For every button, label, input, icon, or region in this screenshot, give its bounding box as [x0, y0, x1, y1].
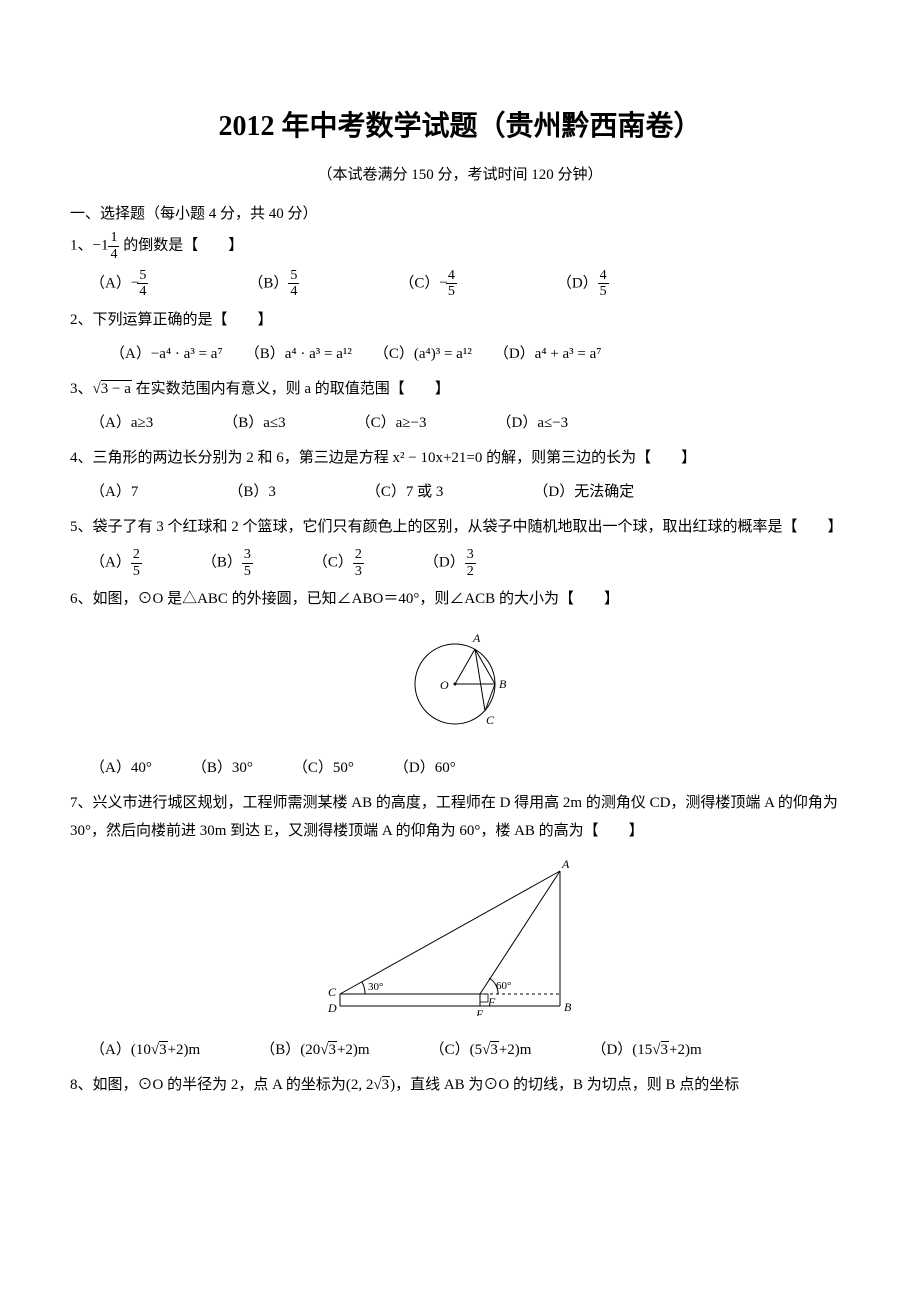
- q4-stem: 4、三角形的两边长分别为 2 和 6，第三边是方程 x² − 10x+21=0 …: [70, 444, 850, 473]
- q7-opt-c: （C）(53+2)m: [430, 1036, 532, 1065]
- svg-text:D: D: [327, 1001, 337, 1015]
- q6-opt-b: （B）30°: [192, 754, 253, 783]
- q1-stem: 1、−114 的倒数是【 】: [70, 230, 850, 262]
- svg-text:B: B: [564, 1000, 572, 1014]
- q4-opt-a: （A）7: [90, 478, 138, 507]
- q8-stem: 8、如图，⊙O 的半径为 2，点 A 的坐标为(2, 23)，直线 AB 为⊙O…: [70, 1071, 850, 1100]
- q4-opt-d: （D）无法确定: [533, 478, 634, 507]
- svg-text:E: E: [475, 1007, 484, 1016]
- page-title: 2012 年中考数学试题（贵州黔西南卷）: [70, 100, 850, 153]
- q5-opt-b: （B）35: [202, 547, 253, 579]
- q6-stem: 6、如图，⊙O 是△ABC 的外接圆，已知∠ABO＝40°，则∠ACB 的大小为…: [70, 585, 850, 614]
- q2-opt-c: （C）(a⁴)³ = a¹²: [374, 340, 472, 369]
- svg-text:O: O: [440, 678, 449, 692]
- q3-opt-a: （A）a≥3: [90, 409, 153, 438]
- q7-opt-a: （A）(103+2)m: [90, 1036, 200, 1065]
- q3-stem: 3、3 − a 在实数范围内有意义，则 a 的取值范围【 】: [70, 375, 850, 404]
- q2-opt-b: （B）a⁴ · a³ = a¹²: [245, 340, 352, 369]
- q6-figure: O A B C: [70, 624, 850, 745]
- svg-text:C: C: [328, 985, 337, 999]
- q4-opt-c: （C）7 或 3: [366, 478, 444, 507]
- q7-options: （A）(103+2)m （B）(203+2)m （C）(53+2)m （D）(1…: [90, 1036, 850, 1065]
- svg-text:B: B: [499, 677, 507, 691]
- q5-options: （A）25 （B）35 （C）23 （D）32: [90, 547, 850, 579]
- svg-text:F: F: [487, 995, 496, 1009]
- q7-opt-b: （B）(203+2)m: [260, 1036, 369, 1065]
- q4-options: （A）7 （B）3 （C）7 或 3 （D）无法确定: [90, 478, 850, 507]
- q3-opt-c: （C）a≥−3: [356, 409, 427, 438]
- q7-figure: A B C D E F 30° 60°: [70, 856, 850, 1027]
- q7-opt-d: （D）(153+2)m: [591, 1036, 701, 1065]
- q4-opt-b: （B）3: [228, 478, 276, 507]
- q1-opt-a: （A）−54: [90, 268, 148, 300]
- q2-opt-a: （A）−a⁴ · a³ = a⁷: [110, 340, 223, 369]
- q3-opt-d: （D）a≤−3: [497, 409, 569, 438]
- q2-opt-d: （D）a⁴ + a³ = a⁷: [494, 340, 602, 369]
- svg-text:A: A: [472, 631, 481, 645]
- q5-opt-a: （A）25: [90, 547, 142, 579]
- q5-opt-d: （D）32: [424, 547, 476, 579]
- q1-options: （A）−54 （B）54 （C）−45 （D）45: [90, 268, 850, 300]
- svg-text:A: A: [561, 857, 570, 871]
- q3-options: （A）a≥3 （B）a≤3 （C）a≥−3 （D）a≤−3: [90, 409, 850, 438]
- q3-opt-b: （B）a≤3: [223, 409, 285, 438]
- q2-options: （A）−a⁴ · a³ = a⁷ （B）a⁴ · a³ = a¹² （C）(a⁴…: [110, 340, 850, 369]
- q1-opt-d: （D）45: [557, 268, 609, 300]
- q2-stem: 2、下列运算正确的是【 】: [70, 306, 850, 335]
- q6-opt-c: （C）50°: [293, 754, 354, 783]
- q6-options: （A）40° （B）30° （C）50° （D）60°: [90, 754, 850, 783]
- q5-stem: 5、袋子了有 3 个红球和 2 个篮球，它们只有颜色上的区别，从袋子中随机地取出…: [70, 513, 850, 542]
- q7-stem: 7、兴义市进行城区规划，工程师需测某楼 AB 的高度，工程师在 D 得用高 2m…: [70, 789, 850, 846]
- svg-text:30°: 30°: [368, 981, 383, 993]
- q6-opt-a: （A）40°: [90, 754, 152, 783]
- q1-opt-b: （B）54: [248, 268, 299, 300]
- svg-text:C: C: [486, 713, 495, 727]
- svg-text:60°: 60°: [496, 980, 511, 992]
- q1-opt-c: （C）−45: [399, 268, 456, 300]
- q5-opt-c: （C）23: [313, 547, 364, 579]
- exam-info: （本试卷满分 150 分，考试时间 120 分钟）: [70, 161, 850, 190]
- q6-opt-d: （D）60°: [394, 754, 456, 783]
- section-heading: 一、选择题（每小题 4 分，共 40 分）: [70, 200, 850, 229]
